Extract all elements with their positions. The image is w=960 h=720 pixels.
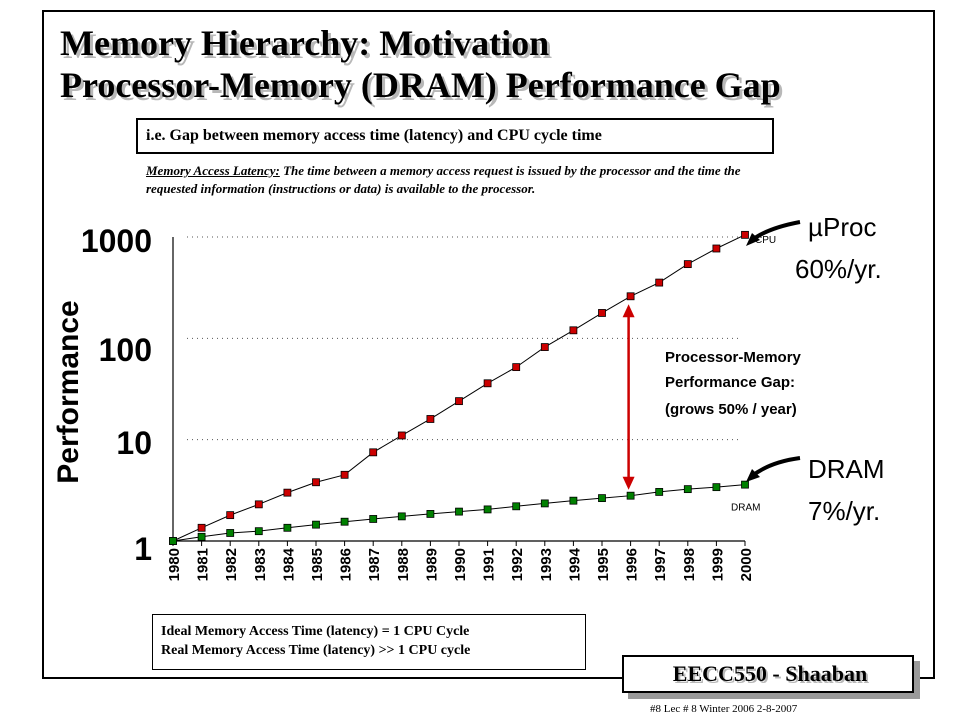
- series-tag-dram: DRAM: [731, 503, 760, 514]
- data-point-dram-1981: [197, 532, 206, 541]
- ideal-vs-real-box: Ideal Memory Access Time (latency) = 1 C…: [152, 614, 586, 670]
- data-point-dram-1999: [712, 483, 721, 492]
- x-tick-label-1986: 1986: [338, 548, 355, 581]
- y-tick-label-100: 100: [99, 332, 152, 368]
- data-point-dram-1991: [483, 505, 492, 514]
- ideal-line: Ideal Memory Access Time (latency) = 1 C…: [161, 624, 470, 639]
- data-point-cpu-1995: [598, 309, 606, 317]
- data-point-dram-1985: [312, 520, 320, 529]
- x-tick-label-1994: 1994: [566, 547, 583, 581]
- slide-frame: [42, 10, 935, 679]
- dram-callout-arrow: [750, 456, 801, 478]
- course-badge-text: EECC550 - Shaaban: [672, 661, 868, 686]
- data-point-dram-1984: [283, 523, 292, 532]
- gap-arrow-head-bottom: [622, 476, 635, 490]
- x-tick-label-1982: 1982: [223, 548, 240, 581]
- slide-title: Memory Hierarchy: Motivation Processor-M…: [60, 22, 781, 106]
- cpu-callout-arrow-head: [746, 233, 760, 246]
- dram-callout-arrow-head: [746, 469, 760, 482]
- x-tick-label-1985: 1985: [309, 548, 326, 581]
- data-point-dram-1988: [397, 512, 406, 521]
- data-point-dram-1986: [340, 517, 349, 526]
- data-point-cpu-1993: [540, 343, 549, 351]
- dram-annotation-label: DRAM: [808, 454, 885, 484]
- gap-label-line-1: Processor-Memory: [665, 349, 802, 366]
- data-point-dram-1982: [226, 529, 235, 537]
- data-point-cpu-1998: [683, 260, 692, 269]
- real-line: Real Memory Access Time (latency) >> 1 C…: [161, 643, 471, 658]
- data-point-dram-1987: [369, 515, 378, 523]
- x-tick-label-1995: 1995: [595, 548, 612, 581]
- data-point-cpu-1986: [340, 470, 349, 479]
- y-tick-label-10: 10: [116, 425, 152, 461]
- data-point-cpu-2000: [741, 230, 749, 239]
- gap-definition-box: i.e. Gap between memory access time (lat…: [136, 118, 774, 154]
- latency-text: The time between a memory access request…: [146, 163, 741, 196]
- gap-label-line-3: (grows 50% / year): [665, 401, 797, 418]
- data-point-cpu-1989: [426, 415, 435, 423]
- cpu-annotation-label: µProc: [808, 212, 876, 242]
- data-point-dram-1980: [169, 537, 177, 545]
- data-point-cpu-1983: [254, 500, 263, 509]
- x-tick-label-1987: 1987: [366, 548, 383, 581]
- gap-label-line-2: Performance Gap:: [665, 374, 795, 391]
- title-line-2: Processor-Memory (DRAM) Performance Gap: [60, 65, 781, 105]
- series-tag-cpu: CPU: [755, 235, 776, 246]
- data-point-dram-1983: [254, 527, 263, 536]
- x-tick-label-1996: 1996: [624, 548, 641, 581]
- x-tick-label-1983: 1983: [252, 548, 269, 581]
- x-tick-label-1989: 1989: [423, 548, 440, 581]
- data-point-cpu-1992: [512, 363, 521, 372]
- y-tick-label-1000: 1000: [81, 223, 152, 259]
- data-point-dram-1998: [683, 485, 692, 494]
- data-point-dram-1997: [655, 488, 664, 496]
- data-point-dram-1995: [598, 494, 606, 503]
- data-point-cpu-1982: [226, 511, 235, 520]
- x-tick-label-1988: 1988: [395, 548, 412, 581]
- data-point-cpu-1987: [369, 448, 378, 457]
- x-tick-label-1992: 1992: [509, 548, 526, 581]
- data-point-cpu-1994: [569, 326, 578, 335]
- x-tick-label-1990: 1990: [452, 548, 469, 581]
- y-tick-label-1: 1: [134, 531, 152, 567]
- data-point-cpu-1999: [712, 244, 721, 253]
- x-tick-label-1999: 1999: [709, 548, 726, 581]
- data-point-cpu-1984: [283, 488, 292, 497]
- data-point-dram-1994: [569, 496, 578, 505]
- x-tick-label-2000: 2000: [738, 548, 755, 581]
- title-line-1: Memory Hierarchy: Motivation: [60, 23, 550, 63]
- data-point-cpu-1985: [312, 478, 320, 487]
- x-tick-label-1998: 1998: [681, 548, 698, 581]
- data-point-cpu-1997: [655, 278, 664, 287]
- x-tick-label-1997: 1997: [652, 548, 669, 581]
- data-point-dram-1992: [512, 502, 521, 511]
- data-point-cpu-1991: [483, 379, 492, 388]
- x-tick-label-1981: 1981: [195, 548, 212, 581]
- dram-annotation-rate: 7%/yr.: [808, 496, 880, 526]
- data-point-dram-1996: [626, 491, 635, 500]
- x-tick-label-1984: 1984: [280, 547, 297, 581]
- data-point-cpu-1996: [626, 292, 635, 301]
- data-point-cpu-1990: [455, 397, 463, 406]
- data-point-cpu-1988: [397, 431, 406, 440]
- cpu-annotation-rate: 60%/yr.: [795, 254, 882, 284]
- x-tick-label-1980: 1980: [166, 548, 183, 581]
- gap-arrow-head-top: [622, 304, 635, 318]
- course-badge: [622, 655, 914, 693]
- data-point-dram-2000: [741, 480, 749, 489]
- y-axis-title: Performance: [52, 300, 85, 483]
- data-point-cpu-1981: [197, 523, 206, 532]
- latency-label: Memory Access Latency:: [146, 163, 280, 178]
- x-tick-label-1993: 1993: [538, 548, 555, 581]
- data-point-dram-1993: [540, 499, 549, 508]
- latency-definition: Memory Access Latency: The time between …: [146, 162, 786, 198]
- x-tick-label-1991: 1991: [481, 548, 498, 581]
- data-point-dram-1989: [426, 510, 435, 518]
- data-point-dram-1990: [455, 507, 463, 516]
- slide-footer: #8 Lec # 8 Winter 2006 2-8-2007: [650, 703, 798, 715]
